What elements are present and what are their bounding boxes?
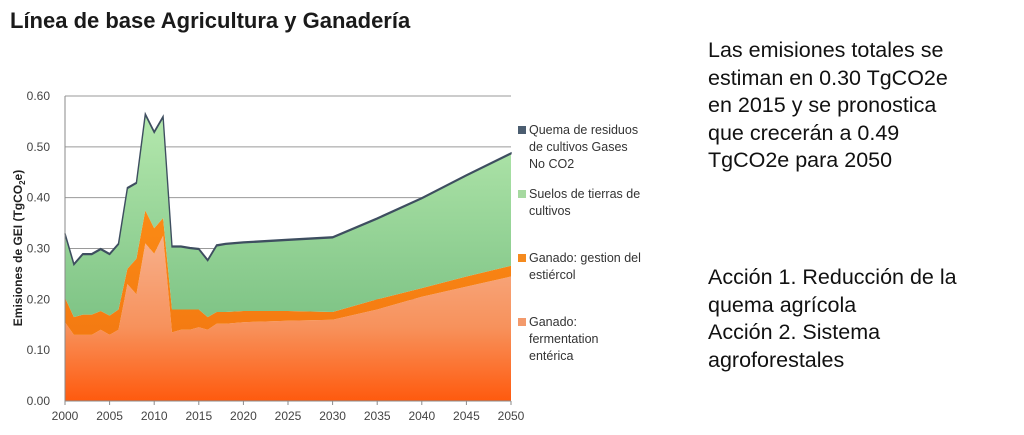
x-tick-label: 2040	[408, 409, 435, 423]
y-tick-label: 0.20	[27, 292, 51, 306]
actions-text: Acción 1. Reducción de la quema agrícola…	[708, 264, 1018, 374]
summary-line: en 2015 y se pronostica	[708, 93, 937, 117]
stacked-area-chart: 0.00 0.10 0.20 0.30 0.40 0.50 0.60 2000 2005 201…	[11, 89, 525, 423]
area-fermentacion-enterica	[65, 235, 511, 401]
legend-label-line: estiércol	[529, 268, 576, 282]
x-tick-label: 2035	[364, 409, 391, 423]
x-tick-label: 2015	[185, 409, 212, 423]
y-tick-label: 0.30	[27, 242, 51, 256]
x-tick-label: 2025	[275, 409, 302, 423]
y-tick-labels: 0.00 0.10 0.20 0.30 0.40 0.50 0.60	[27, 89, 51, 408]
x-tick-label: 2030	[319, 409, 346, 423]
y-tick-label: 0.50	[27, 140, 51, 154]
legend-label: Quema de residuos de cultivos Gases No CO2	[529, 122, 699, 173]
legend-label-line: No CO2	[529, 157, 575, 171]
y-tick-label: 0.00	[27, 394, 51, 408]
legend-label-line: de cultivos Gases	[529, 140, 628, 154]
y-axis-label: Emisiones de GEI (TgCO2e)	[11, 170, 27, 326]
legend-swatch-icon	[518, 318, 526, 326]
legend-label-line: Quema de residuos	[529, 123, 639, 137]
legend-swatch-icon	[518, 126, 526, 134]
area-quema-residuos	[64, 111, 512, 267]
legend-swatch-icon	[518, 254, 526, 262]
y-tick-label: 0.60	[27, 89, 51, 103]
action-line: Acción 1. Reducción de la	[708, 265, 957, 289]
x-tick-label: 2045	[453, 409, 480, 423]
action-line: quema agrícola	[708, 292, 857, 317]
legend-swatch-icon	[518, 190, 526, 198]
x-tick-labels: 2000 2005 2010 2015 2020 2025 2030 2035 2040 2045…	[52, 409, 525, 423]
summary-line: que crecerán a 0.49	[708, 120, 900, 145]
action-line: Acción 2. Sistema	[708, 320, 881, 344]
axes	[64, 96, 512, 405]
area-gestion-estiercol	[65, 210, 511, 335]
x-tick-label: 2010	[141, 409, 168, 423]
legend-label-line: fermentation	[529, 332, 599, 346]
area-suelos-cultivos	[65, 114, 511, 318]
area-layers	[64, 111, 512, 401]
legend-label-line: Suelos de tierras de	[529, 187, 641, 201]
summary-line: TgCO2e para 2050	[708, 148, 893, 172]
legend-label: Suelos de tierras de cultivos	[529, 186, 699, 220]
x-tick-label: 2005	[96, 409, 123, 423]
legend-label-line: cultivos	[529, 204, 571, 218]
y-tick-label: 0.40	[27, 191, 51, 205]
summary-line: estiman en 0.30 TgCO2e	[708, 65, 948, 90]
legend-label: Ganado: fermentation entérica	[529, 314, 699, 365]
legend-label-line: Ganado: gestion del	[529, 251, 641, 265]
legend-label-line: Ganado:	[529, 315, 577, 329]
slide-title: Línea de base Agricultura y Ganadería	[10, 8, 411, 33]
summary-line: Las emisiones totales se	[708, 38, 944, 62]
x-tick-label: 2000	[52, 409, 79, 423]
x-tick-label: 2020	[230, 409, 257, 423]
y-tick-label: 0.10	[27, 343, 51, 357]
action-line: agroforestales	[708, 347, 845, 372]
summary-text: Las emisiones totales se estiman en 0.30…	[708, 37, 1018, 175]
legend-label-line: entérica	[529, 349, 574, 363]
legend-label: Ganado: gestion del estiércol	[529, 250, 699, 284]
x-tick-label: 2050	[498, 409, 525, 423]
